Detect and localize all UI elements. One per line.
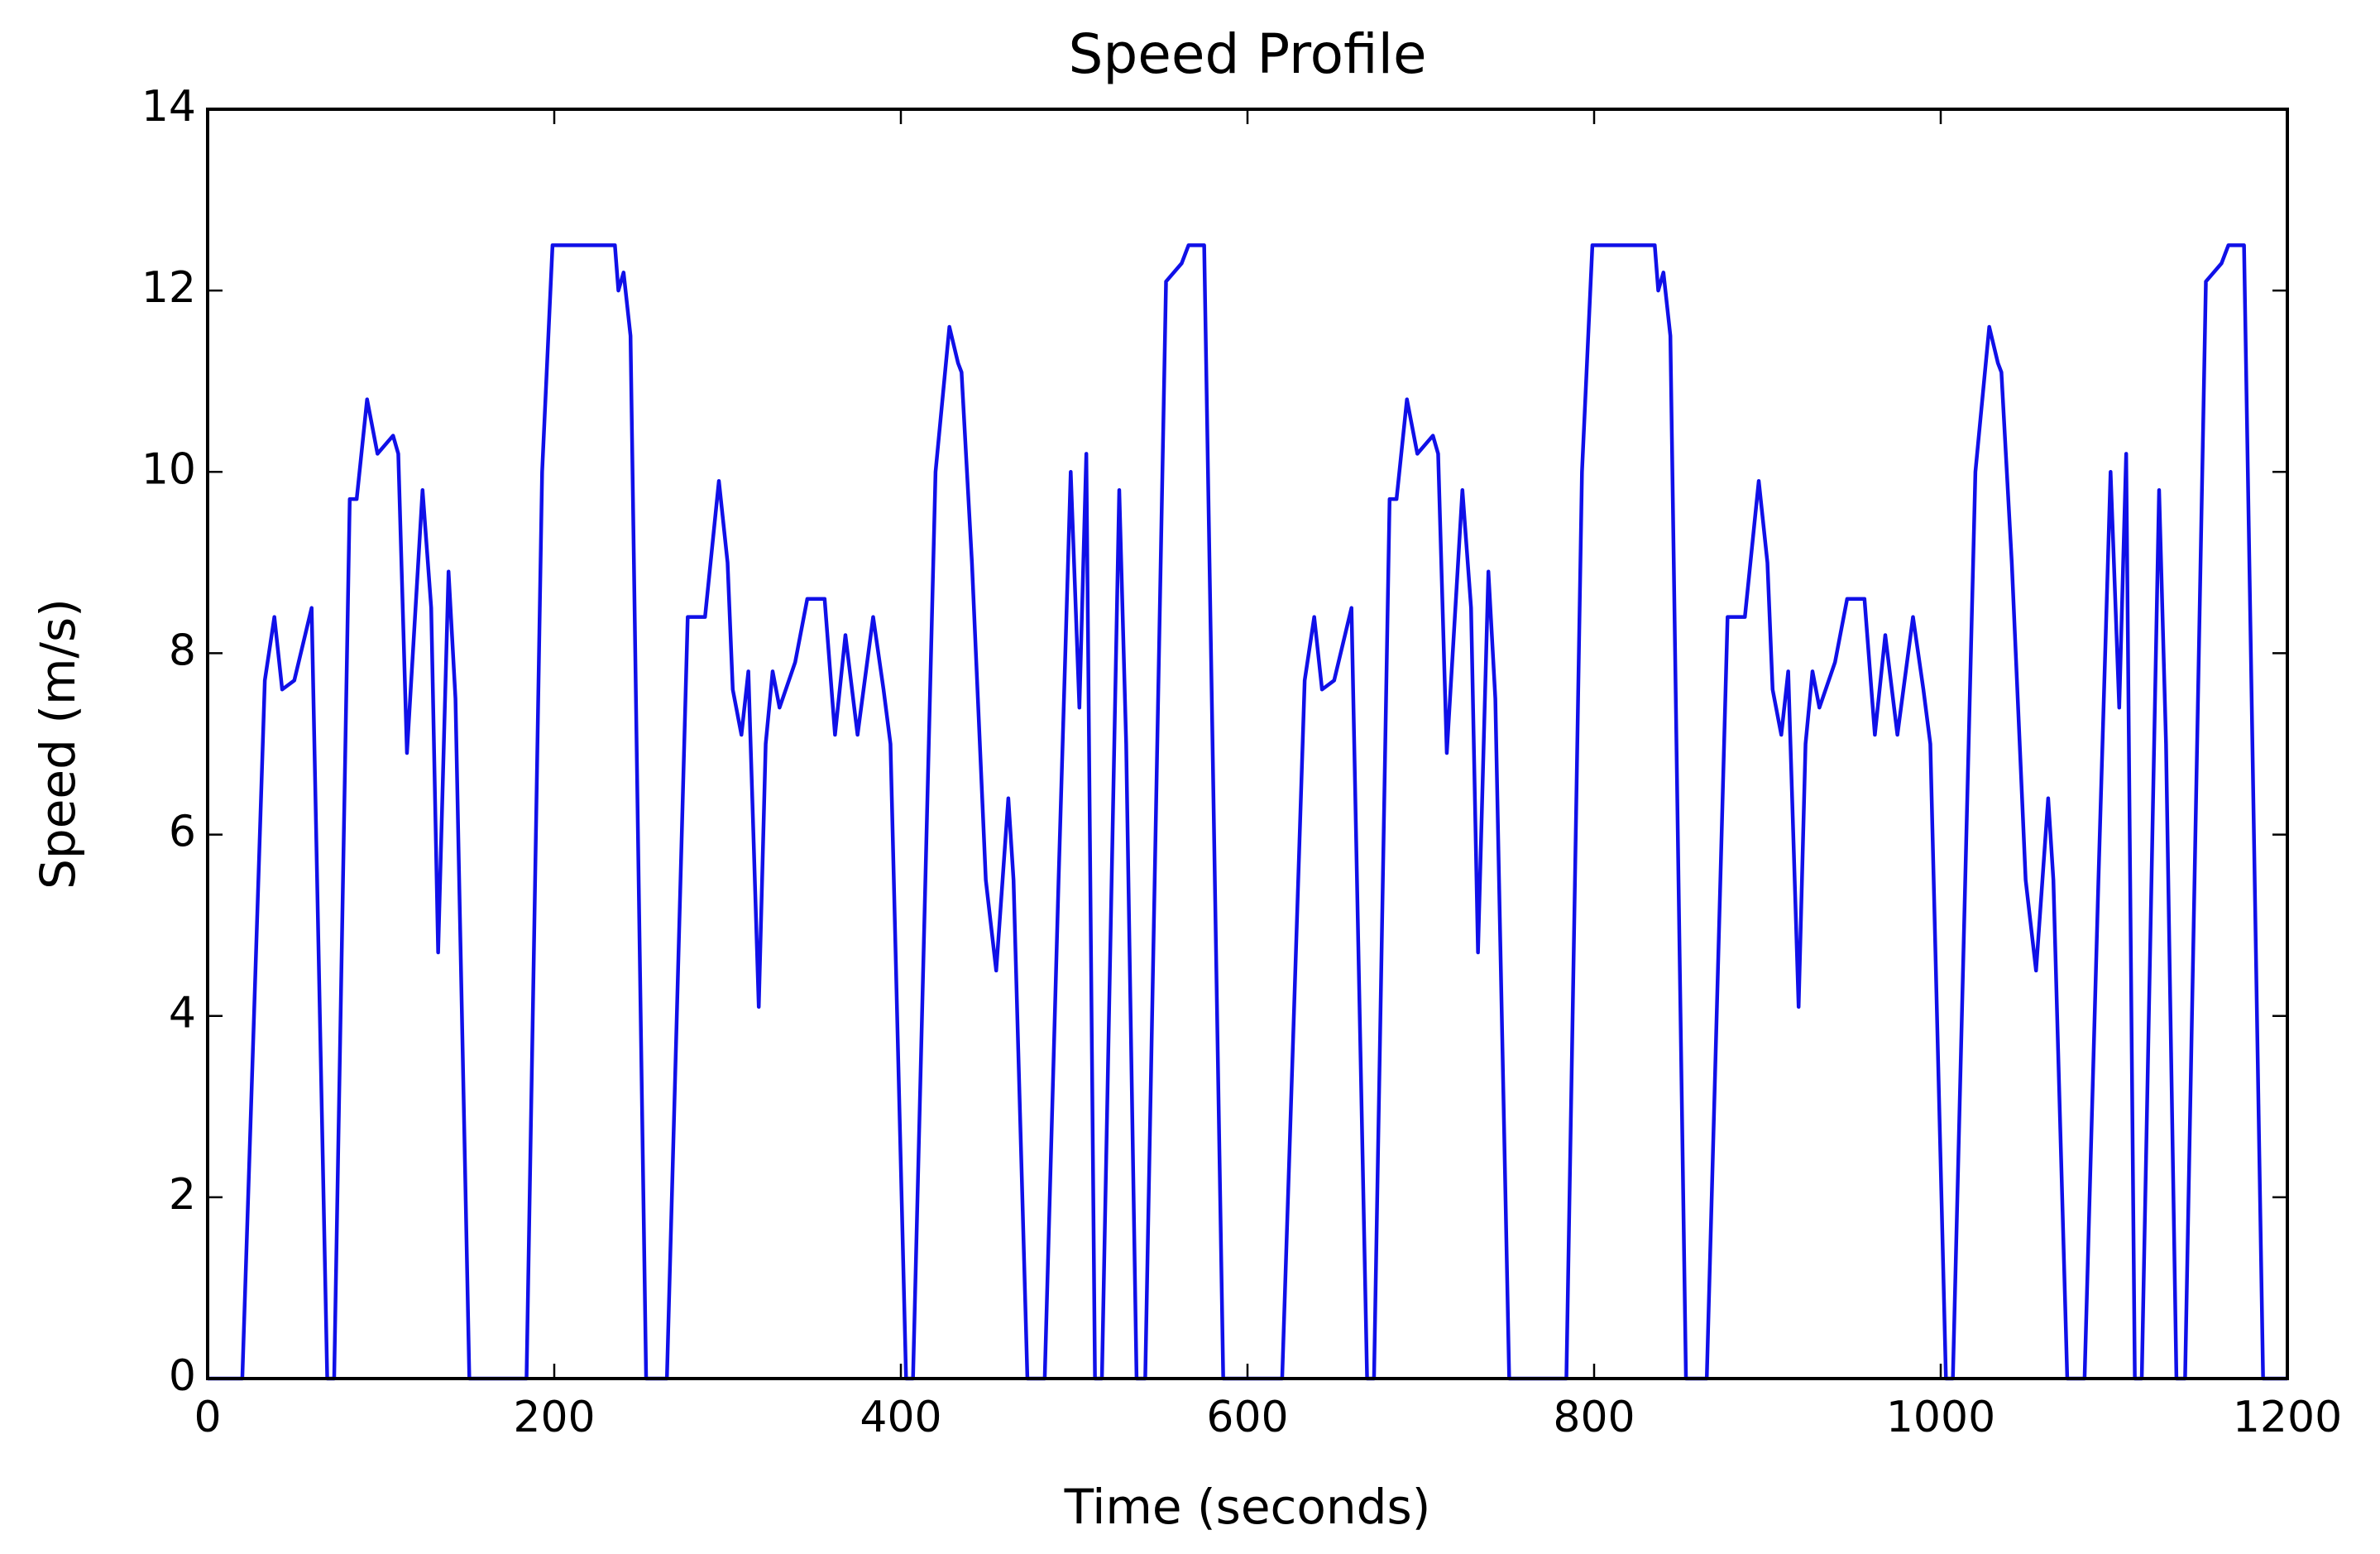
- x-tick-label: 400: [860, 1393, 941, 1442]
- y-tick-label: 8: [169, 626, 196, 675]
- y-tick-label: 10: [141, 444, 196, 494]
- x-tick-label: 0: [194, 1393, 221, 1442]
- x-tick-label: 200: [513, 1393, 595, 1442]
- y-tick-label: 6: [169, 808, 196, 857]
- plot-frame: [206, 108, 2289, 1380]
- x-tick-label: 1200: [2233, 1393, 2342, 1442]
- y-tick-label: 12: [141, 263, 196, 313]
- x-axis-label: Time (seconds): [1064, 1479, 1431, 1535]
- x-tick-label: 800: [1553, 1393, 1635, 1442]
- y-tick-label: 14: [141, 82, 196, 132]
- line-series: [208, 243, 2287, 1381]
- y-tick-label: 0: [169, 1351, 196, 1401]
- x-tick-label: 1000: [1886, 1393, 1995, 1442]
- x-tick-label: 600: [1206, 1393, 1288, 1442]
- y-axis-label: Speed (m/s): [30, 598, 86, 890]
- y-tick-label: 4: [169, 989, 196, 1038]
- y-tick-label: 2: [169, 1170, 196, 1220]
- chart-title: Speed Profile: [1068, 22, 1426, 86]
